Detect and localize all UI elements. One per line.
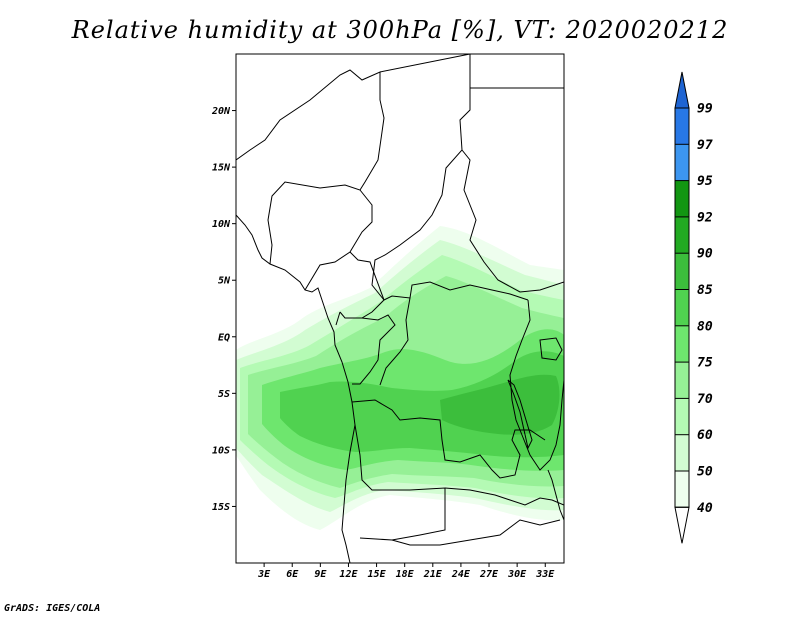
colorbar-label: 97 [697, 138, 713, 153]
lon-label: 33E [535, 569, 555, 580]
longitude-axis: 3E 6E 9E 12E 15E 18E 21E 24E 27E 30E 33E [257, 563, 555, 580]
colorbar-segment [675, 325, 689, 363]
colorbar-label: 99 [697, 102, 713, 117]
colorbar-label: 80 [697, 319, 713, 334]
sudan-border [461, 87, 564, 293]
latitude-axis: 20N 15N 10N 5N EQ 5S 10S 15S [211, 106, 236, 513]
lake-tanganyika [507, 379, 533, 450]
niger-chad-border [236, 69, 385, 191]
colorbar-top-arrow [674, 71, 690, 109]
colorbar-label: 90 [697, 247, 713, 262]
colorbar-label: 70 [697, 392, 713, 407]
colorbar-bottom-arrow [674, 506, 690, 544]
chart-title: Relative humidity at 300hPa [%], VT: 202… [71, 16, 729, 44]
grads-credit: GrADS: IGES/COLA [4, 603, 101, 614]
humidity-region-85 [440, 374, 560, 435]
colorbar-label: 60 [697, 428, 713, 443]
east-lakes-border [509, 299, 564, 471]
lake-victoria [539, 337, 563, 361]
lat-label: 10N [212, 219, 231, 230]
colorbar: 99 97 95 92 90 85 80 75 70 60 50 40 [674, 71, 713, 544]
colorbar-segment [675, 398, 689, 435]
lat-label: 5N [218, 276, 231, 287]
colorbar-segment [675, 289, 689, 326]
angola-border [354, 424, 446, 541]
colorbar-segment [675, 434, 689, 471]
cameroon-border [335, 251, 385, 326]
lat-label: 15N [212, 163, 231, 174]
colorbar-segment [675, 471, 689, 508]
humidity-shading [236, 226, 564, 530]
lat-label: EQ [218, 332, 230, 343]
colorbar-label: 75 [697, 356, 713, 371]
colorbar-label: 85 [697, 283, 713, 298]
car-border [383, 281, 529, 301]
colorbar-segment [675, 216, 689, 254]
map-frame [235, 53, 565, 564]
east-africa-coastline [547, 469, 564, 521]
lon-label: 9E [314, 569, 327, 580]
lon-label: 15E [368, 569, 387, 580]
lat-label: 10S [212, 445, 230, 456]
colorbar-label: 95 [697, 174, 713, 189]
lat-label: 20N [211, 106, 231, 117]
drc-border [351, 399, 546, 479]
lon-label: 18E [396, 569, 415, 580]
congo-border [352, 297, 411, 386]
lon-label: 21E [423, 569, 443, 580]
lon-label: 3E [257, 569, 271, 580]
south-border [391, 519, 561, 546]
colorbar-segment [675, 180, 689, 217]
lon-label: 30E [507, 569, 527, 580]
chad-east-border [371, 54, 471, 301]
lon-label: 6E [286, 569, 299, 580]
west-africa-coastline [236, 214, 356, 563]
zambia-border [444, 487, 564, 506]
lon-label: 24E [451, 569, 471, 580]
colorbar-segment [675, 362, 689, 399]
colorbar-segment [675, 253, 689, 290]
lat-label: 5S [218, 389, 230, 400]
colorbar-label: 92 [697, 210, 713, 225]
colorbar-segment [675, 144, 689, 181]
nigeria-border [267, 181, 373, 291]
colorbar-segment [675, 108, 689, 145]
colorbar-label: 50 [697, 465, 713, 480]
lon-label: 12E [339, 569, 358, 580]
colorbar-label: 40 [697, 501, 713, 516]
lon-label: 27E [479, 569, 499, 580]
lat-label: 15S [212, 502, 230, 513]
country-borders [236, 54, 564, 563]
